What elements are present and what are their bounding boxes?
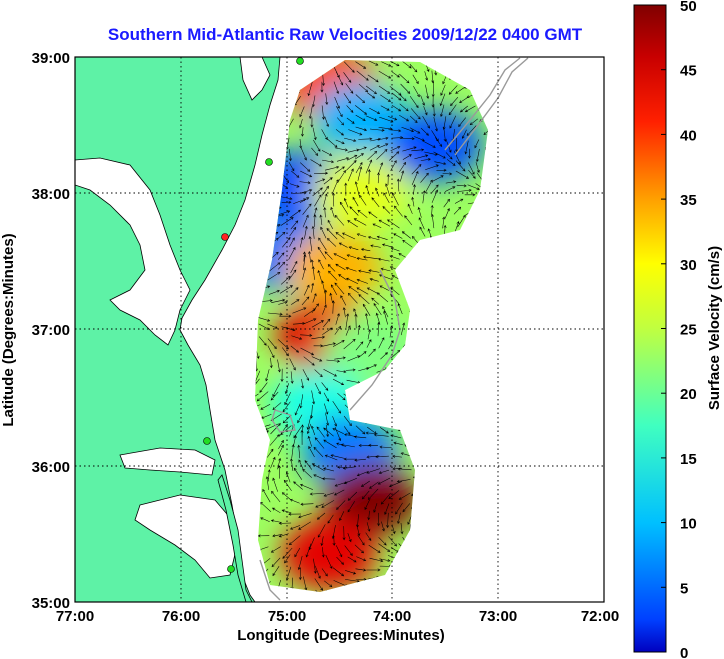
station-marker xyxy=(203,437,211,445)
velocity-region xyxy=(280,518,377,591)
y-tick-label: 38:00 xyxy=(32,186,70,203)
isobaths xyxy=(259,57,529,601)
colorbar-tick-label: 25 xyxy=(680,322,697,339)
delaware-bay xyxy=(239,57,271,101)
isobath-mid xyxy=(349,269,401,411)
x-tick-label: 76:00 xyxy=(162,608,200,625)
x-tick-label: 74:00 xyxy=(373,608,411,625)
velocity-region xyxy=(286,232,383,305)
colorbar-tick-label: 0 xyxy=(680,645,688,659)
x-axis: 77:00 76:00 75:00 74:00 73:00 72:00 Long… xyxy=(56,608,619,644)
x-tick-label: 77:00 xyxy=(56,608,94,625)
colorbar-tick-label: 35 xyxy=(680,192,697,209)
velocity-region xyxy=(312,82,409,155)
x-tick-label: 75:00 xyxy=(268,608,306,625)
colorbar-tick-label: 45 xyxy=(680,63,697,80)
isobath-mid-loop xyxy=(271,409,296,433)
isobath-north xyxy=(444,57,521,151)
chart-title: Southern Mid-Atlantic Raw Velocities 200… xyxy=(108,25,583,44)
plot-area xyxy=(75,57,604,602)
station-marker xyxy=(265,158,273,166)
y-tick-label: 37:00 xyxy=(32,322,70,339)
pamlico-sound xyxy=(134,494,237,579)
y-tick-label: 36:00 xyxy=(32,459,70,476)
y-axis: 39:00 38:00 37:00 36:00 35:00 Latitude (… xyxy=(0,50,70,612)
x-axis-label: Longitude (Degrees:Minutes) xyxy=(237,627,445,644)
x-tick-label: 72:00 xyxy=(581,608,619,625)
colorbar-tick-label: 50 xyxy=(680,0,697,15)
colorbar-tick-label: 20 xyxy=(680,386,697,403)
y-tick-label: 35:00 xyxy=(32,595,70,612)
albemarle-sound xyxy=(119,447,216,476)
y-axis-label: Latitude (Degrees:Minutes) xyxy=(0,233,17,426)
colorbar-tick-label: 30 xyxy=(680,257,697,274)
velocity-region xyxy=(312,157,409,230)
station-marker xyxy=(227,565,235,573)
station-marker xyxy=(296,57,304,65)
colorbar-tick-label: 40 xyxy=(680,127,697,144)
x-tick-label: 73:00 xyxy=(479,608,517,625)
stations xyxy=(203,57,304,573)
grid xyxy=(75,57,604,602)
colorbar-label: Surface Velocity (cm/s) xyxy=(706,246,723,410)
colorbar-tick-label: 10 xyxy=(680,516,697,533)
chesapeake-bay xyxy=(75,157,191,346)
station-marker-red xyxy=(221,233,229,241)
outer-banks xyxy=(217,474,253,602)
colorbar-tick-label: 15 xyxy=(680,451,697,468)
y-tick-label: 39:00 xyxy=(32,50,70,67)
colorbar-tick-label: 5 xyxy=(680,580,688,597)
isobath-south xyxy=(259,559,281,601)
plot-frame xyxy=(74,56,605,603)
